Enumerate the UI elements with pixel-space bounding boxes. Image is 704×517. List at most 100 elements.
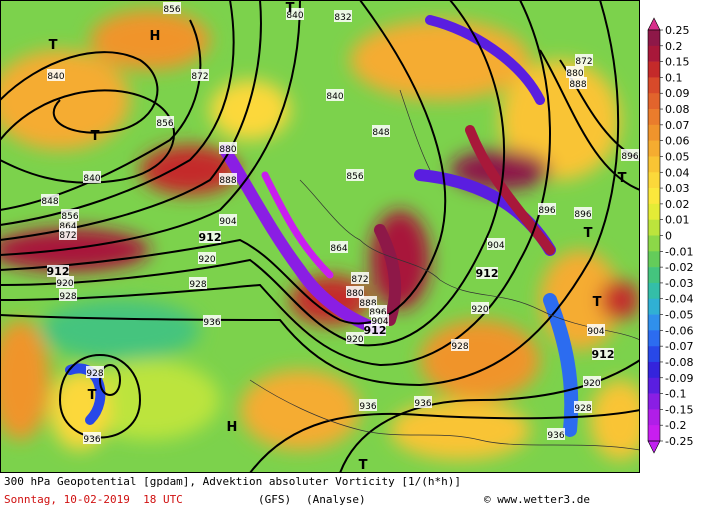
pressure-center: T [359, 458, 368, 473]
contour-label: 880 [346, 289, 363, 299]
contour-label: 912 [199, 231, 222, 244]
contour-label: 848 [41, 197, 58, 207]
label-bg [47, 69, 65, 81]
contour-label: 848 [372, 128, 389, 138]
colorbar-segment [648, 425, 660, 442]
contour-label: 904 [487, 241, 504, 251]
label-bg [334, 10, 352, 22]
colorbar-label: 0.25 [665, 24, 690, 37]
contour-label: 928 [451, 342, 468, 352]
contour-label: 936 [359, 402, 376, 412]
colorbar-label: 0 [665, 230, 672, 243]
label-bg [199, 231, 221, 243]
colorbar-label: -0.15 [665, 403, 693, 416]
colorbar-segment [648, 330, 660, 347]
colorbar-segment [648, 361, 660, 379]
contour-label: 856 [346, 172, 363, 182]
pressure-center: T [584, 226, 593, 241]
contour-label: 928 [189, 280, 206, 290]
colorbar-segment [648, 77, 660, 94]
contour-label: 920 [583, 379, 600, 389]
contour-label: 896 [369, 308, 386, 318]
contour-label: 936 [414, 399, 431, 409]
contour-label: 912 [364, 324, 387, 337]
label-bg [83, 171, 101, 183]
contour-label: 840 [47, 72, 64, 82]
colorbar-segment [648, 188, 660, 205]
coastlines [249, 89, 640, 451]
label-bg [414, 396, 432, 408]
contour-label: 896 [621, 152, 638, 162]
footer-credit: © www.wetter3.de [484, 493, 590, 506]
label-bg [569, 77, 587, 89]
contour-label: 920 [56, 279, 73, 289]
colorbar-label: 0.08 [665, 103, 690, 116]
contour-label: 904 [371, 317, 388, 327]
label-bg [163, 2, 181, 14]
colorbar-segment [648, 30, 660, 47]
contour-label: 840 [326, 92, 343, 102]
map-field [0, 0, 640, 473]
colorbar-label: -0.06 [665, 324, 693, 337]
label-bg [346, 169, 364, 181]
colorbar-segment [648, 346, 660, 363]
contour-label: 912 [476, 267, 499, 280]
label-bg [83, 432, 101, 444]
contour-label: 912 [47, 265, 70, 278]
label-bg [56, 276, 74, 288]
footer-model: (GFS) [258, 493, 291, 506]
label-bg [198, 252, 216, 264]
footer-run: (Analyse) [306, 493, 366, 506]
contour-label: 888 [569, 80, 586, 90]
label-bg [583, 376, 601, 388]
colorbar-arrow-top [647, 17, 661, 31]
label-bg [203, 315, 221, 327]
label-bg [566, 66, 584, 78]
contour-label: 912 [592, 348, 615, 361]
contour-label: 904 [587, 327, 604, 337]
pressure-center: T [593, 295, 602, 310]
label-bg [372, 125, 390, 137]
contour-label: 928 [59, 292, 76, 302]
colorbar-segment [648, 377, 660, 394]
label-bg [574, 207, 592, 219]
colorbar-segment [648, 314, 660, 331]
contour-label: 896 [538, 206, 555, 216]
colorbar-label: 0.2 [665, 40, 683, 53]
colorbar-label: -0.04 [665, 293, 693, 306]
colorbar-label: 0.01 [665, 214, 690, 227]
colorbar-label: 0.05 [665, 150, 690, 163]
label-bg [346, 286, 364, 298]
label-bg [364, 324, 386, 336]
label-bg [346, 332, 364, 344]
contour-label: 872 [59, 231, 76, 241]
label-bg [189, 277, 207, 289]
label-bg [351, 272, 369, 284]
label-bg [547, 428, 565, 440]
contour-label: 888 [219, 176, 236, 186]
contour-label: 840 [83, 174, 100, 184]
contour-label: 920 [198, 255, 215, 265]
contour-label: 896 [574, 210, 591, 220]
colorbar-segment [648, 109, 660, 126]
colorbar-label: -0.07 [665, 340, 693, 353]
label-bg [47, 265, 69, 277]
colorbar-segment [648, 298, 660, 315]
label-bg [471, 302, 489, 314]
colorbar-label: 0.15 [665, 56, 690, 69]
colorbar: 0.25 0.2 0.15 0.1 0.09 0.08 0.07 0.06 0.05 0.04 0.… [647, 17, 693, 454]
label-bg [59, 289, 77, 301]
contour-label: 872 [191, 72, 208, 82]
colorbar-label: 0.04 [665, 166, 690, 179]
pressure-center: H [227, 420, 238, 435]
pressure-center: T [618, 171, 627, 186]
map-frame [0, 0, 640, 473]
colorbar-arrow-bottom [647, 440, 661, 454]
contour-label: 864 [330, 244, 347, 254]
label-bg [86, 366, 104, 378]
contour-label: 936 [547, 431, 564, 441]
label-bg [621, 149, 639, 161]
label-bg [587, 324, 605, 336]
contour-label: 888 [359, 299, 376, 309]
